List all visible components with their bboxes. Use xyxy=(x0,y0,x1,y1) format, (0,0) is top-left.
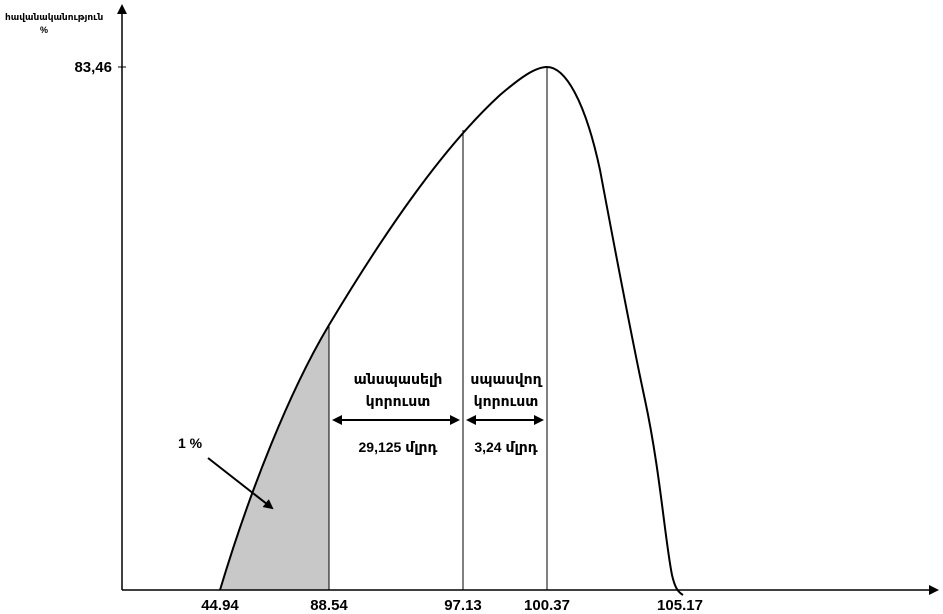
expected-loss-label-line1: սպասվող xyxy=(470,371,542,387)
peak-value-label: 83,46 xyxy=(74,59,112,76)
unexpected-loss-label-line2: կորուստ xyxy=(366,393,431,409)
y-axis-label: հավանականություն xyxy=(5,12,103,22)
expected-loss-label-line2: կորուստ xyxy=(474,393,539,409)
unexpected-loss-value: 29,125 մլրդ xyxy=(359,439,438,455)
x-tick-label: 88.54 xyxy=(310,597,348,614)
percent-pointer-arrow xyxy=(207,457,274,510)
x-tick-label: 100.37 xyxy=(524,597,570,614)
y-axis-unit: % xyxy=(40,25,48,35)
expected-loss-value: 3,24 մլրդ xyxy=(474,439,537,455)
x-tick-label: 105.17 xyxy=(657,597,703,614)
shaded-tail-area xyxy=(220,325,329,590)
unexpected-loss-label-line1: անսպասելի xyxy=(354,371,443,387)
x-tick-label: 97.13 xyxy=(444,597,482,614)
shaded-percent-label: 1 % xyxy=(178,435,203,451)
x-tick-label: 44.94 xyxy=(201,597,239,614)
distribution-curve xyxy=(219,65,684,596)
